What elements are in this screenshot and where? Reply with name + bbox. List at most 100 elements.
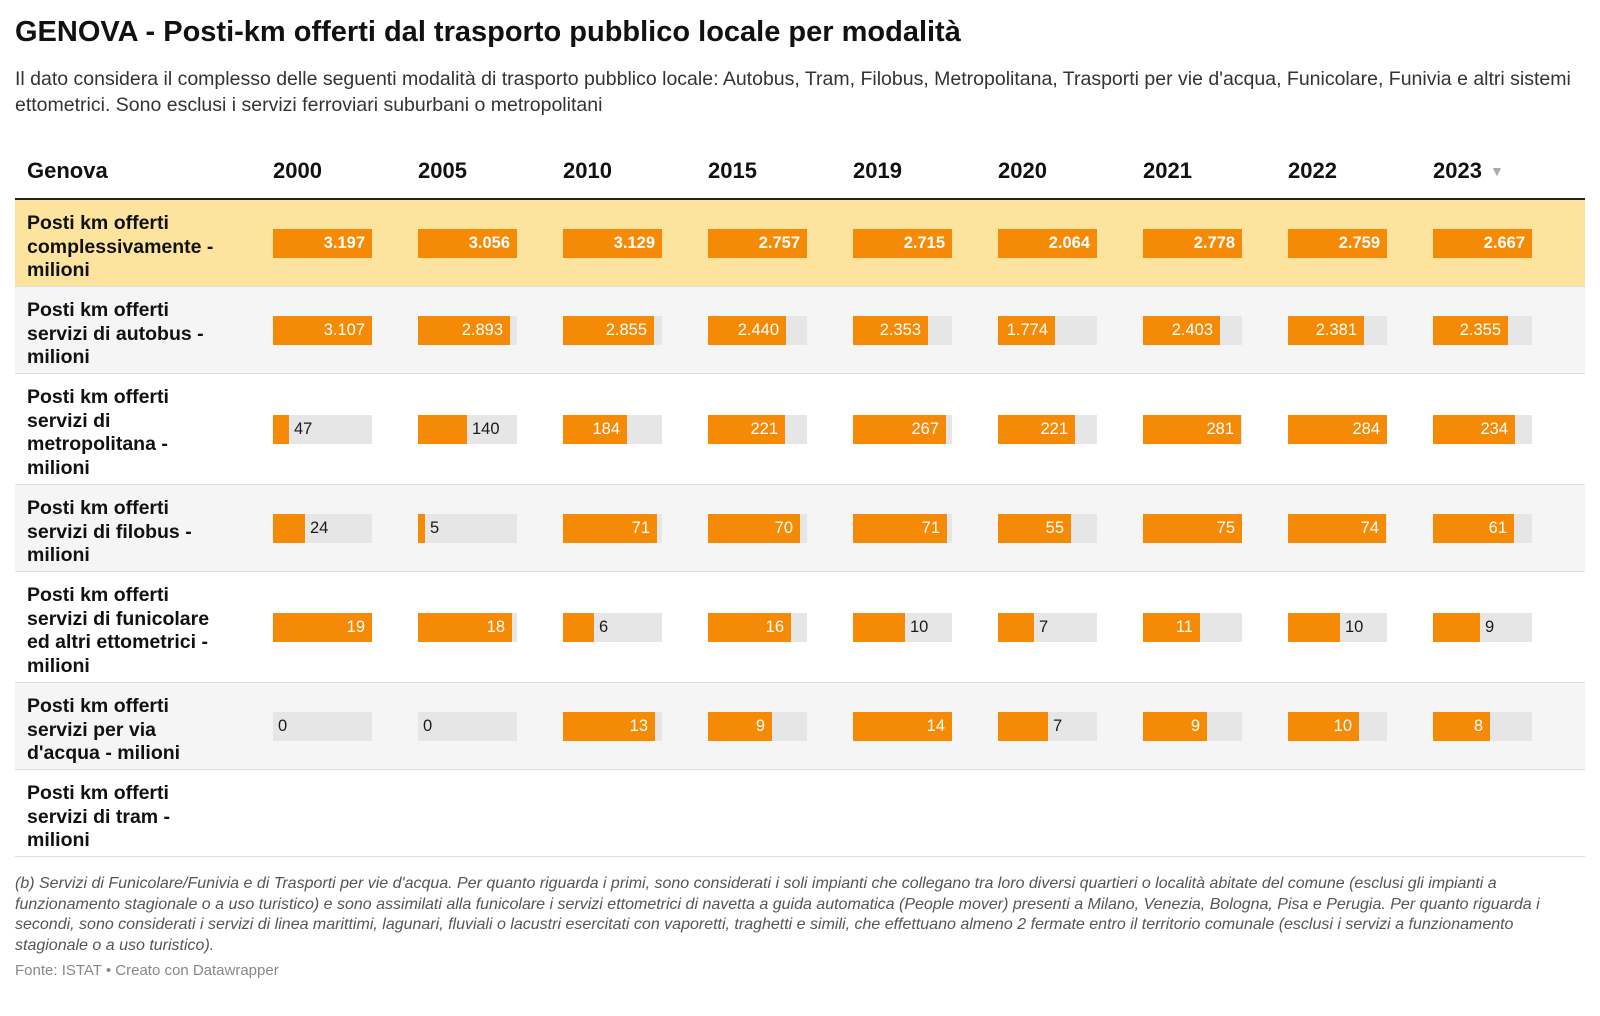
column-header-text: 2019	[853, 158, 902, 183]
bar-value-label: 2.715	[903, 234, 945, 252]
bar-fill	[998, 613, 1034, 642]
bar-fill	[1288, 316, 1364, 345]
bar-fill	[853, 415, 946, 444]
bar-value-label: 9	[1190, 717, 1200, 735]
bar-fill	[708, 229, 807, 258]
bar-value-label: 19	[346, 618, 365, 636]
bar-cell: 18	[418, 613, 517, 642]
column-header-2010[interactable]: 2010	[563, 158, 612, 184]
bar-cell: 9	[1433, 613, 1532, 642]
bar-fill	[1143, 712, 1207, 741]
bar-value-label: 8	[1473, 717, 1483, 735]
table-row: Posti km offerti servizi di filobus - mi…	[15, 485, 1585, 572]
bar-fill	[1143, 316, 1220, 345]
column-header-2005[interactable]: 2005	[418, 158, 467, 184]
bar-fill	[563, 415, 627, 444]
bar-fill	[1433, 712, 1490, 741]
bar-value-label: 11	[1175, 618, 1193, 636]
column-header-2020[interactable]: 2020	[998, 158, 1047, 184]
bar-value-label: 267	[911, 420, 939, 438]
bar-cell: 1.774	[998, 316, 1097, 345]
table-header: Genova 2000 2005 2010 2015 2019 2020 2021 2022 20…	[15, 146, 1585, 200]
table-row: Posti km offerti servizi di autobus - mi…	[15, 287, 1585, 374]
bar-fill	[1143, 613, 1200, 642]
bar-value-label: 2.667	[1483, 234, 1525, 252]
bar-fill	[563, 316, 654, 345]
column-header-2015[interactable]: 2015	[708, 158, 757, 184]
bar-fill	[708, 316, 786, 345]
bar-value-label: 75	[1216, 519, 1235, 537]
bar-value-label: 71	[921, 519, 940, 537]
bar-value-label: 3.056	[468, 234, 510, 252]
bar-cell: 24	[273, 514, 372, 543]
bar-cell: 140	[418, 415, 517, 444]
column-header-text: 2023	[1433, 158, 1482, 183]
bar-value-label: 2.893	[461, 321, 503, 339]
bar-value-label: 221	[750, 420, 778, 438]
bar-value-label: 18	[486, 618, 505, 636]
table-row: Posti km offerti servizi di funicolare e…	[15, 572, 1585, 683]
bar-cell: 284	[1288, 415, 1387, 444]
bar-cell: 8	[1433, 712, 1532, 741]
bar-fill	[1288, 712, 1359, 741]
bar-cell: 55	[998, 514, 1097, 543]
column-header-2019[interactable]: 2019	[853, 158, 902, 184]
bar-value-label: 2.355	[1459, 321, 1501, 339]
bar-cell: 10	[1288, 712, 1387, 741]
bar-cell: 9	[1143, 712, 1242, 741]
row-label: Posti km offerti servizi per via d'acqua…	[27, 695, 181, 764]
column-header-label[interactable]: Genova	[27, 158, 108, 183]
bar-value-label: 7	[1053, 717, 1063, 735]
bar-cell: 0	[418, 712, 517, 741]
row-label: Posti km offerti servizi di funicolare e…	[27, 584, 210, 677]
bar-cell: 19	[273, 613, 372, 642]
bar-fill	[708, 712, 772, 741]
column-header-2022[interactable]: 2022	[1288, 158, 1337, 184]
bar-cell: 2.381	[1288, 316, 1387, 345]
row-label: Posti km offerti servizi di tram - milio…	[27, 782, 171, 851]
bar-fill	[418, 415, 467, 444]
bar-cell: 234	[1433, 415, 1532, 444]
bar-fill	[418, 316, 510, 345]
bar-fill	[708, 514, 800, 543]
column-header-2000[interactable]: 2000	[273, 158, 322, 184]
bar-value-label: 9	[1485, 618, 1495, 636]
bar-cell: 2.355	[1433, 316, 1532, 345]
bar-value-label: 10	[910, 618, 929, 636]
page-title: GENOVA - Posti-km offerti dal trasporto …	[15, 16, 961, 48]
bar-fill	[1143, 415, 1241, 444]
bar-value-label: 74	[1360, 519, 1379, 537]
bar-cell: 2.759	[1288, 229, 1387, 258]
source-credit: Fonte: ISTAT • Creato con Datawrapper	[15, 962, 279, 979]
bar-cell: 7	[998, 712, 1097, 741]
bar-value-label: 71	[631, 519, 650, 537]
data-table: Genova 2000 2005 2010 2015 2019 2020 2021 2022 20…	[15, 146, 1585, 857]
table-row: Posti km offerti servizi di metropolitan…	[15, 374, 1585, 485]
bar-cell: 184	[563, 415, 662, 444]
bar-cell: 2.855	[563, 316, 662, 345]
bar-cell: 2.667	[1433, 229, 1532, 258]
row-label: Posti km offerti servizi di metropolitan…	[27, 386, 169, 479]
bar-track	[418, 514, 517, 543]
bar-track	[273, 415, 372, 444]
bar-cell: 2.778	[1143, 229, 1242, 258]
bar-cell: 11	[1143, 613, 1242, 642]
bar-fill	[1288, 229, 1387, 258]
bar-fill	[273, 229, 372, 258]
bar-value-label: 184	[592, 420, 620, 438]
bar-value-label: 2.353	[879, 321, 921, 339]
column-header-text: 2022	[1288, 158, 1337, 183]
column-header-2023[interactable]: 2023 ▼	[1433, 158, 1504, 184]
sort-descending-icon[interactable]: ▼	[1489, 163, 1504, 179]
column-header-text: 2015	[708, 158, 757, 183]
column-header-text: 2000	[273, 158, 322, 183]
bar-value-label: 47	[294, 420, 313, 438]
bar-fill	[418, 229, 517, 258]
bar-cell: 13	[563, 712, 662, 741]
bar-cell: 9	[708, 712, 807, 741]
bar-value-label: 6	[599, 618, 609, 636]
bar-value-label: 7	[1039, 618, 1049, 636]
bar-value-label: 5	[430, 519, 440, 537]
bar-cell: 3.107	[273, 316, 372, 345]
column-header-2021[interactable]: 2021	[1143, 158, 1192, 184]
